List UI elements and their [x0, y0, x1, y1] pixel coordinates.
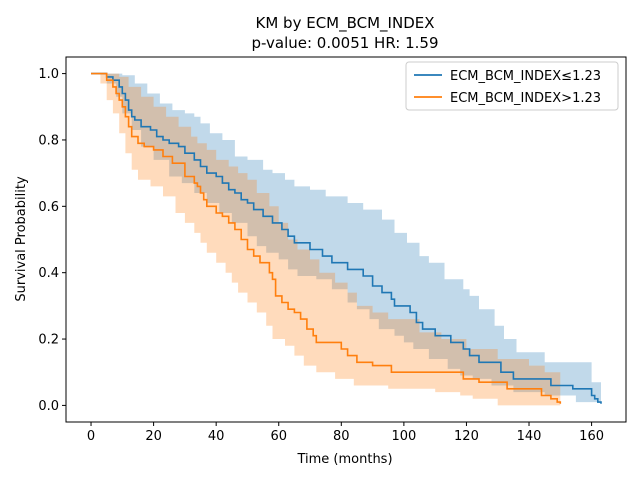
x-tick-label: 160: [579, 429, 604, 444]
legend-box: [405, 61, 619, 111]
y-tick-label: 0.8: [38, 133, 59, 148]
x-tick-label: 60: [270, 429, 287, 444]
y-tick-label: 0.2: [38, 333, 59, 348]
confidence-bands: [91, 73, 601, 406]
legend-label-low: ECM_BCM_INDEX≤1.23: [450, 69, 601, 84]
x-tick-label: 0: [87, 429, 95, 444]
legend-label-high: ECM_BCM_INDEX>1.23: [450, 91, 601, 106]
x-tick-label: 120: [454, 429, 479, 444]
ci-band-0: [91, 73, 601, 406]
y-tick-label: 1.0: [38, 67, 59, 82]
ci-band-1: [91, 73, 561, 406]
y-tick-label: 0.6: [38, 200, 59, 215]
x-tick-label: 40: [208, 429, 225, 444]
x-tick-label: 20: [145, 429, 162, 444]
survival-line-1: [91, 72, 562, 404]
y-axis-label: Survival Probability: [14, 176, 29, 302]
survival-curves: [91, 72, 602, 404]
x-axis-ticks: 0 20 40 60 80 100 120 140 160: [87, 422, 604, 444]
chart-subtitle: p-value: 0.0051 HR: 1.59: [251, 34, 438, 52]
chart-title: KM by ECM_BCM_INDEX: [256, 14, 435, 33]
y-tick-label: 0.0: [38, 399, 59, 414]
axes-frame: [65, 56, 627, 423]
survival-line-0: [91, 72, 602, 404]
x-tick-label: 140: [517, 429, 542, 444]
y-axis-ticks: 0.0 0.2 0.4 0.6 0.8 1.0: [38, 67, 66, 414]
x-tick-label: 80: [333, 429, 350, 444]
x-axis-label: Time (months): [296, 452, 392, 467]
plot-area: [91, 72, 602, 406]
legend: ECM_BCM_INDEX≤1.23 ECM_BCM_INDEX>1.23: [405, 61, 619, 111]
x-tick-label: 100: [391, 429, 416, 444]
y-tick-label: 0.4: [38, 266, 59, 281]
